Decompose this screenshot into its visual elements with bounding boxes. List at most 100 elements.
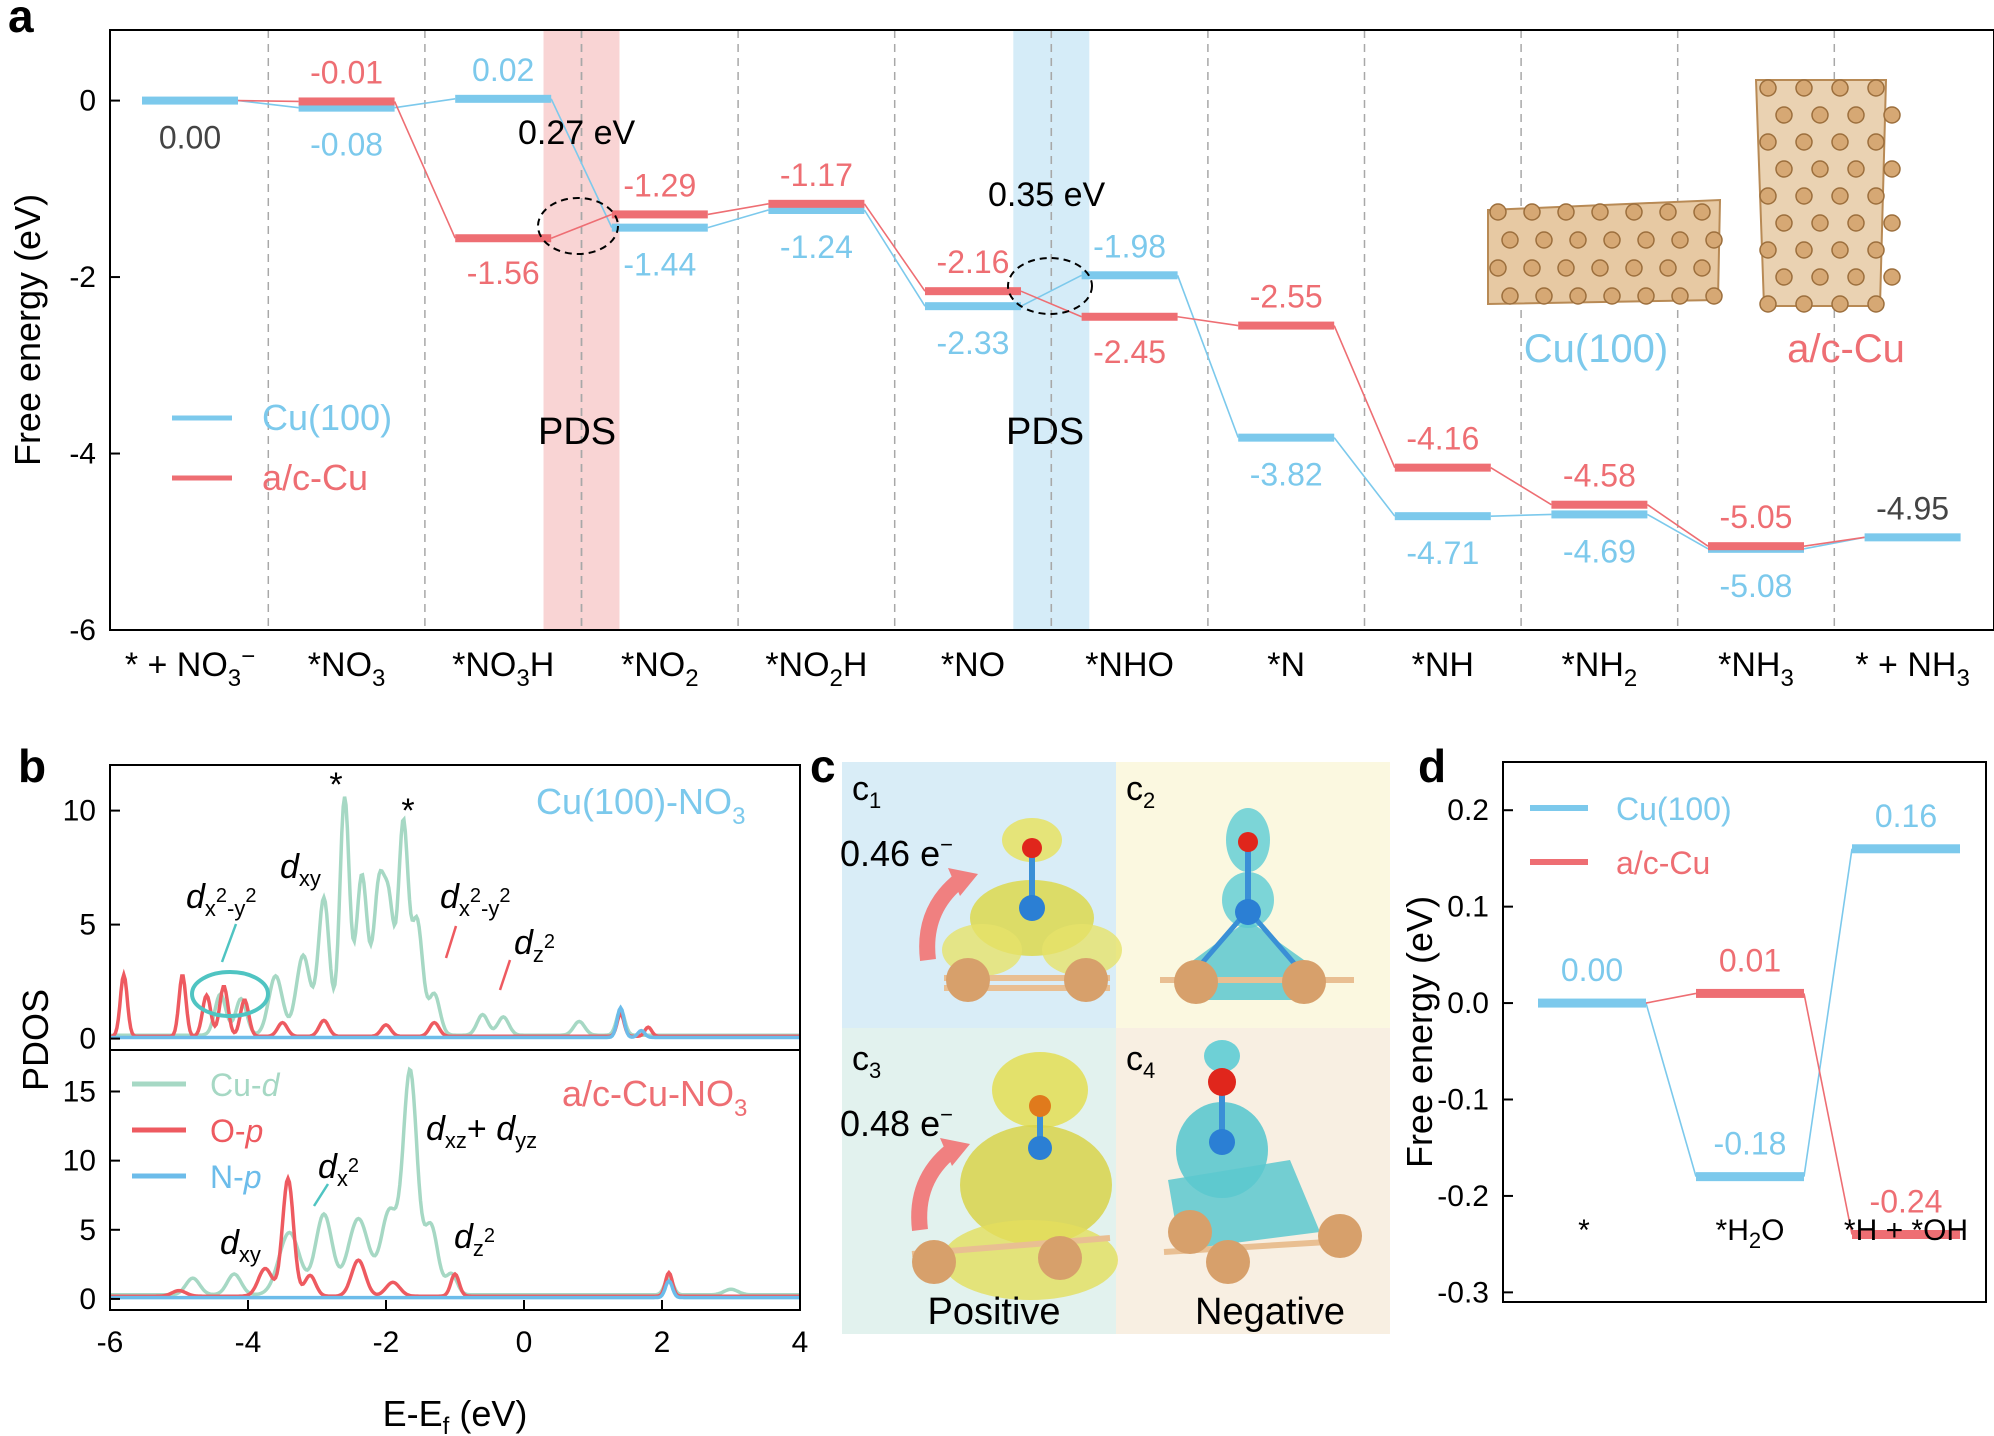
panel-b-top-title: Cu(100)-NO3 bbox=[536, 781, 745, 830]
panel-b-curves bbox=[109, 796, 800, 1300]
ytick-label: -0.2 bbox=[1437, 1180, 1489, 1213]
connector-cu100 bbox=[394, 98, 456, 109]
panel-a-x-categories: * + NO3− *NO3 *NO3H *NO2 *NO2H *NO *NHO *N *NH *N… bbox=[125, 643, 1970, 692]
barrier2-ellipse bbox=[1007, 257, 1093, 315]
panel-d-ylabel: Free energy (eV) bbox=[1399, 896, 1440, 1168]
category-label: *H2O bbox=[1716, 1214, 1785, 1253]
value-label-cu100: -0.08 bbox=[310, 127, 383, 163]
curve-bottom-np bbox=[110, 1278, 800, 1300]
level-cu100 bbox=[1238, 433, 1335, 442]
level-acu bbox=[1238, 321, 1335, 330]
value-label-acu: -5.05 bbox=[1720, 499, 1793, 535]
ytick-label: 0.0 bbox=[1447, 987, 1489, 1020]
level-acu bbox=[455, 234, 552, 243]
ytick-label: 0 bbox=[79, 85, 96, 118]
xtick-label: -4 bbox=[235, 1326, 262, 1359]
value-label-acu: 0.01 bbox=[1719, 942, 1781, 978]
category-label: *NO bbox=[941, 646, 1005, 684]
category-label: *NH bbox=[1412, 646, 1474, 684]
orbital-label-dx2: dx2 bbox=[318, 1148, 359, 1191]
level-cu100 bbox=[1852, 844, 1960, 854]
level-acu bbox=[925, 287, 1021, 296]
cell-c4-label: c4 bbox=[1126, 1040, 1155, 1083]
xtick-label: 2 bbox=[654, 1326, 671, 1359]
value-label-acu: -4.58 bbox=[1563, 458, 1636, 494]
pds1-label: PDS bbox=[538, 411, 616, 453]
curve-top-np bbox=[110, 1004, 800, 1040]
cell-c3-label: c3 bbox=[852, 1040, 881, 1083]
structure-label-cu100: Cu(100) bbox=[1524, 327, 1669, 371]
ytick-bottom: 5 bbox=[79, 1214, 96, 1247]
charge-arrow-c1 bbox=[919, 873, 966, 961]
level-acu bbox=[1394, 463, 1491, 472]
level-cu100 bbox=[455, 94, 552, 103]
panel-a-connectors bbox=[237, 98, 1865, 550]
connector-acu bbox=[707, 203, 769, 216]
level-cu100 bbox=[1081, 271, 1178, 280]
curve-top-op bbox=[109, 968, 800, 1039]
level-cu100 bbox=[1538, 998, 1646, 1008]
connector-acu bbox=[1020, 290, 1082, 318]
connector-cu100 bbox=[1803, 848, 1853, 1177]
value-label-acu: -1.29 bbox=[623, 167, 696, 203]
connector-cu100 bbox=[237, 99, 299, 109]
dx2y2-circle bbox=[190, 970, 270, 1018]
legend-d-acu-label: a/c-Cu bbox=[1616, 845, 1710, 881]
barrier1-label: 0.27 eV bbox=[518, 114, 636, 152]
value-label-cu100: -3.82 bbox=[1250, 457, 1323, 493]
panel-a-y-axis: 0 -2 -4 -6 bbox=[69, 85, 120, 647]
value-label-cu100: -4.71 bbox=[1406, 535, 1479, 571]
category-label: *NH3 bbox=[1718, 646, 1794, 692]
level-cu100 bbox=[768, 206, 865, 214]
panel-d-levels bbox=[1538, 844, 1960, 1239]
structure-label-acu: a/c-Cu bbox=[1787, 327, 1905, 371]
category-label: *H + *OH bbox=[1844, 1214, 1968, 1247]
ytick-label: -2 bbox=[69, 261, 96, 294]
connector-cu100 bbox=[863, 209, 926, 307]
connector-acu bbox=[1803, 536, 1865, 547]
panel-d-value-labels: 0.00 -0.18 0.16 0.01 -0.24 bbox=[1561, 798, 1943, 1220]
category-label: *NO2H bbox=[765, 646, 867, 692]
level-cu100 bbox=[1551, 510, 1648, 519]
legend-b-op-label: O-p bbox=[210, 1113, 263, 1149]
value-label-cu100: -5.08 bbox=[1720, 568, 1793, 604]
panel-b-ylabel: PDOS bbox=[15, 989, 56, 1091]
ytick-label: -0.3 bbox=[1437, 1276, 1489, 1309]
panel-b-label: b bbox=[18, 740, 46, 792]
level-acu bbox=[298, 97, 395, 106]
level-cu100 bbox=[1696, 1172, 1804, 1182]
value-label-cu100: -0.18 bbox=[1714, 1126, 1787, 1162]
value-label-acu: -4.16 bbox=[1406, 421, 1479, 457]
value-label-cu100: 0.02 bbox=[472, 52, 534, 88]
connector-acu bbox=[1490, 466, 1552, 506]
panel-d-connectors bbox=[1645, 848, 1853, 1235]
connector-acu bbox=[1803, 993, 1853, 1235]
ytick-label: -6 bbox=[69, 614, 96, 647]
charge-density-c4-image bbox=[1163, 1040, 1362, 1284]
charge-arrow-c3 bbox=[911, 1143, 958, 1231]
value-label-acu: -2.16 bbox=[937, 244, 1010, 280]
label-positive: Positive bbox=[927, 1291, 1060, 1333]
value-label-acu: -2.55 bbox=[1250, 279, 1323, 315]
value-label-acu: -2.45 bbox=[1093, 334, 1166, 370]
panel-d-x-categories: * *H2O *H + *OH bbox=[1578, 1214, 1968, 1253]
peak-star-1: * bbox=[329, 766, 342, 804]
connector-cu100 bbox=[1647, 513, 1709, 550]
value-label-acu: -0.01 bbox=[310, 54, 383, 90]
connector-cu100 bbox=[1490, 513, 1552, 517]
category-label: *NO2 bbox=[621, 646, 699, 692]
dx2y2-arrow-red bbox=[444, 925, 458, 959]
value-label-cu100: -1.98 bbox=[1093, 228, 1166, 264]
ytick-top: 0 bbox=[79, 1023, 96, 1056]
level-acu bbox=[768, 199, 865, 208]
level-acu bbox=[1852, 1230, 1960, 1239]
category-label: *NH2 bbox=[1562, 646, 1638, 692]
charge-arrowhead-c1 bbox=[948, 868, 978, 896]
orbital-label-dx2y2-a: dx2-y2 bbox=[186, 878, 257, 921]
barrier2-label: 0.35 eV bbox=[988, 176, 1106, 214]
orbital-label-dz2-b: dz2 bbox=[454, 1218, 495, 1261]
legend-a-cu100-label: Cu(100) bbox=[262, 397, 392, 438]
dx2y2-arrow-cyan bbox=[220, 923, 238, 963]
panel-b-xlabel: E-Ef (eV) bbox=[383, 1393, 528, 1436]
category-label: * + NH3 bbox=[1855, 646, 1969, 692]
